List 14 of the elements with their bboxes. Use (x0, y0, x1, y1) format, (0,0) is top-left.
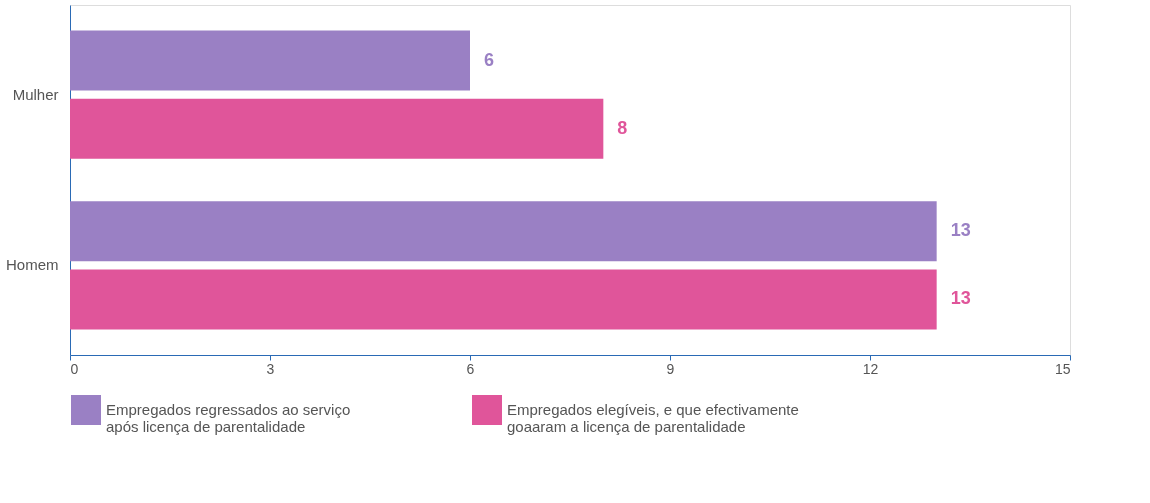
y-tick-label: Homem (5, 256, 59, 274)
data-label: 8 (617, 117, 628, 138)
data-label: 13 (950, 288, 971, 309)
y-tick-label: Mulher (12, 85, 59, 103)
x-tick-label: 3 (266, 360, 275, 377)
legend-label: Empregados regressados ao serviço após licença de parentalidade (106, 401, 351, 435)
x-tick-label: 6 (466, 360, 475, 377)
data-label: 13 (950, 220, 971, 241)
data-label: 6 (484, 49, 495, 70)
x-tick-label: 0 (70, 360, 79, 377)
x-tick-label: 12 (862, 360, 879, 377)
x-tick-label: 9 (666, 360, 675, 377)
legend-label: Empregados elegíveis, e que efectivamente goaaram a licença de parentalidade (507, 401, 799, 435)
x-tick-label: 15 (1054, 360, 1071, 377)
